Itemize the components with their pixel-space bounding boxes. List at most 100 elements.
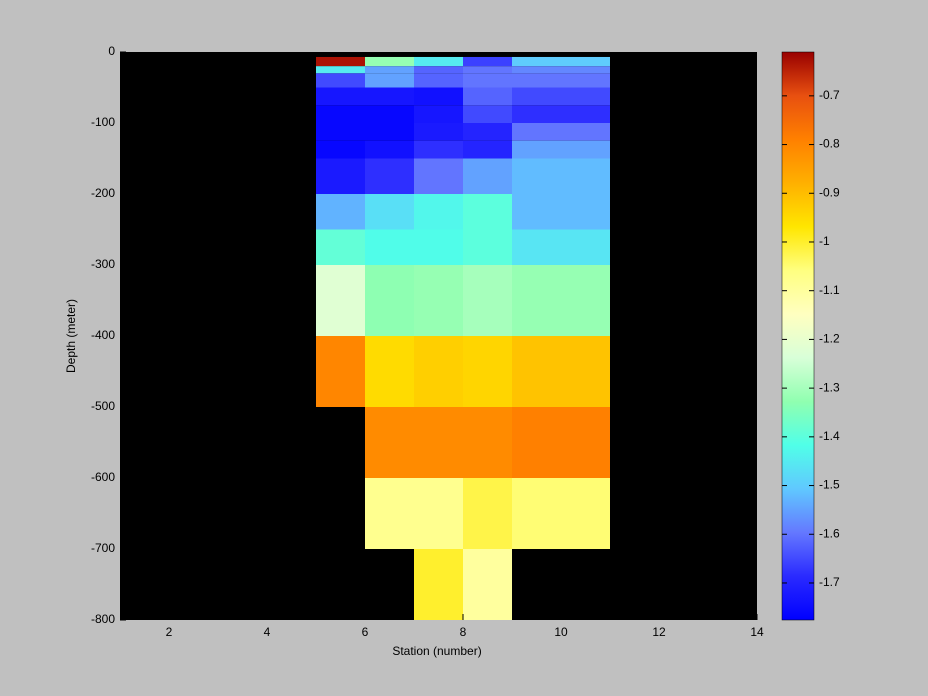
heatmap-cell (365, 87, 414, 106)
heatmap-cell (463, 478, 512, 549)
heatmap-cell (414, 66, 463, 74)
colorbar-tick-label: -1.1 (819, 283, 840, 297)
heatmap-cell (365, 194, 414, 230)
colorbar-tick-label: -1.6 (819, 526, 840, 540)
y-tick-label: -400 (91, 328, 115, 342)
colorbar-tick-label: -1.2 (819, 332, 840, 346)
heatmap-cell (463, 66, 512, 74)
heatmap-cell (414, 407, 463, 478)
heatmap-cell (512, 87, 610, 106)
heatmap-cell (365, 105, 414, 123)
heatmap-cell (316, 105, 365, 123)
heatmap-cell (512, 140, 610, 159)
heatmap-cell (316, 73, 365, 88)
y-tick-label: 0 (108, 44, 115, 58)
y-axis-label: Depth (meter) (64, 299, 78, 373)
heatmap-cell (463, 158, 512, 194)
heatmap-cell (414, 336, 463, 407)
heatmap-cell (414, 265, 463, 336)
heatmap-cell (316, 66, 365, 74)
x-tick-label: 8 (460, 625, 467, 639)
colorbar-tick-label: -1.3 (819, 380, 840, 394)
heatmap-cell (414, 123, 463, 141)
colorbar-tick-label: -0.8 (819, 137, 840, 151)
heatmap-cell (316, 140, 365, 159)
heatmap-cell (414, 56, 463, 67)
heatmap-cell (365, 66, 414, 74)
x-tick-label: 12 (652, 625, 666, 639)
y-tick-label: -500 (91, 399, 115, 413)
heatmap-cell (414, 229, 463, 265)
heatmap-cell (512, 229, 610, 265)
heatmap-cell (463, 194, 512, 230)
heatmap-cell (365, 158, 414, 194)
y-tick-label: -600 (91, 470, 115, 484)
heatmap-cell (414, 87, 463, 106)
colorbar-tick-label: -1.4 (819, 429, 840, 443)
heatmap-cell (463, 56, 512, 67)
heatmap-cell (414, 194, 463, 230)
x-tick-label: 10 (554, 625, 568, 639)
colorbar-tick-label: -1.5 (819, 478, 840, 492)
x-axis-label: Station (number) (392, 644, 481, 658)
heatmap-cell (463, 265, 512, 336)
x-tick-label: 6 (362, 625, 369, 639)
y-tick-label: -100 (91, 115, 115, 129)
colorbar-tick-label: -0.7 (819, 88, 840, 102)
heatmap-cell (512, 194, 610, 230)
colorbar (781, 51, 815, 621)
heatmap-cell (365, 478, 414, 549)
heatmap-cell (512, 56, 610, 67)
heatmap-cell (365, 229, 414, 265)
heatmap-cell (316, 336, 365, 407)
heatmap-cell (316, 123, 365, 141)
x-tick-label: 2 (166, 625, 173, 639)
heatmap-cell (365, 73, 414, 88)
heatmap-cell (414, 158, 463, 194)
heatmap-cell (316, 87, 365, 106)
colorbar-tick-label: -1 (819, 234, 830, 248)
heatmap-cell (512, 73, 610, 88)
heatmap-cell (512, 336, 610, 407)
heatmap-cell (316, 158, 365, 194)
y-tick-label: -800 (91, 612, 115, 626)
heatmap-cell (365, 123, 414, 141)
heatmap-cell (463, 87, 512, 106)
heatmap-cell (463, 336, 512, 407)
y-tick-label: -200 (91, 186, 115, 200)
heatmap-cell (463, 105, 512, 123)
heatmap-cell (365, 265, 414, 336)
heatmap-cell (512, 123, 610, 141)
heatmap-cell (316, 265, 365, 336)
heatmap-cell (463, 123, 512, 141)
heatmap-cell (512, 478, 610, 549)
heatmap-cell (414, 73, 463, 88)
x-tick-label: 4 (264, 625, 271, 639)
heatmap-cell (316, 229, 365, 265)
y-tick-label: -300 (91, 257, 115, 271)
heatmap-cell (414, 478, 463, 549)
heatmap-cell (512, 407, 610, 478)
heatmap-cell (512, 265, 610, 336)
heatmap-cell (463, 549, 512, 620)
heatmap-cell (365, 140, 414, 159)
heatmap-cell (316, 56, 365, 67)
heatmap-cell (463, 140, 512, 159)
y-tick-label: -700 (91, 541, 115, 555)
colorbar-tick-label: -0.9 (819, 185, 840, 199)
colorbar-tick-label: -1.7 (819, 575, 840, 589)
heatmap-cell (463, 73, 512, 88)
heatmap-cell (365, 336, 414, 407)
heatmap-cell (414, 549, 463, 620)
heatmap-cell (414, 140, 463, 159)
heatmap-cell (365, 407, 414, 478)
heatmap-cell (316, 194, 365, 230)
heatmap-cell (512, 158, 610, 194)
heatmap-cell (463, 229, 512, 265)
heatmap-cell (512, 66, 610, 74)
heatmap-cell (512, 105, 610, 123)
x-tick-label: 14 (750, 625, 764, 639)
heatmap-cell (365, 56, 414, 67)
